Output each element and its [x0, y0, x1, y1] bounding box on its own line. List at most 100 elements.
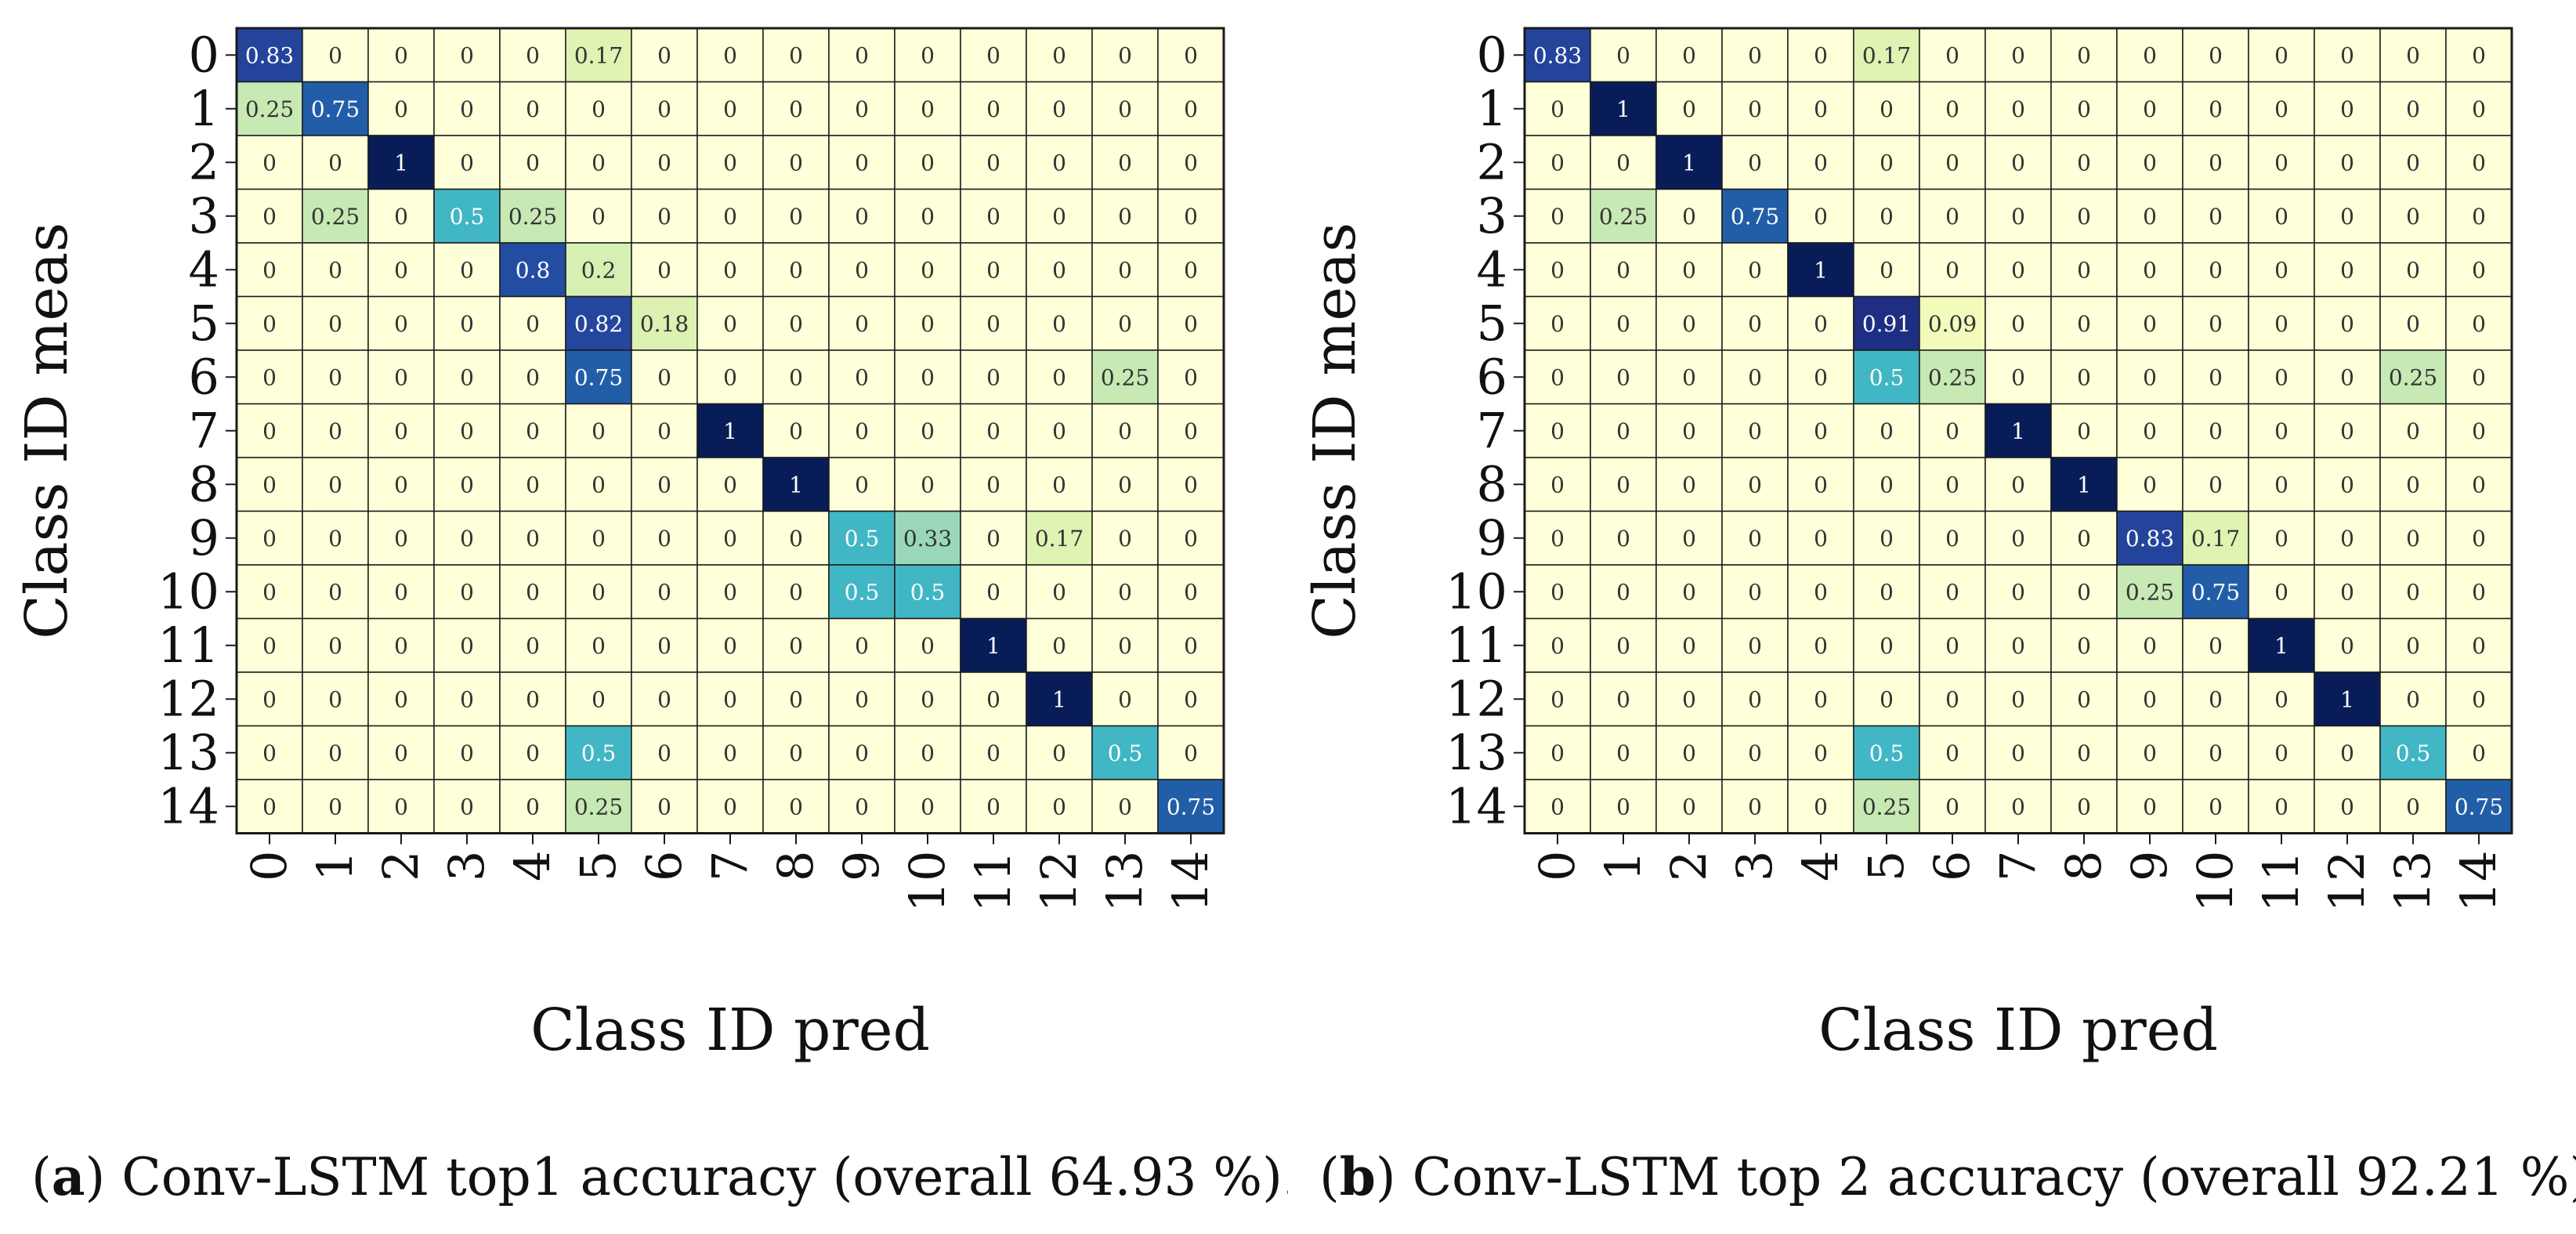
cell-value-label: 0	[2340, 579, 2354, 605]
heatmap-cell	[1026, 242, 1093, 298]
heatmap-cell	[302, 457, 369, 512]
heatmap-cell	[1524, 135, 1591, 190]
y-tick-label: 14	[157, 777, 219, 834]
cell-value-label: 0	[723, 257, 737, 283]
cell-value-label: 0	[262, 311, 277, 337]
heatmap-cell	[960, 617, 1027, 673]
cell-value-label: 0	[1052, 740, 1066, 766]
cell-value-label: 1	[723, 418, 737, 444]
cell-value-label: 0	[986, 794, 1000, 820]
heatmap-cell	[1984, 564, 2052, 620]
heatmap-cell	[2248, 188, 2315, 244]
heatmap-cell	[2248, 242, 2315, 298]
heatmap-cell	[499, 349, 566, 405]
heatmap-cell	[631, 564, 698, 620]
cell-value-label: 0	[1814, 96, 1828, 122]
heatmap-cell	[1091, 671, 1159, 727]
cell-value-label: 0	[2077, 579, 2091, 605]
heatmap-cell	[2050, 564, 2118, 620]
heatmap-cell	[236, 295, 303, 351]
heatmap-cell	[367, 188, 435, 244]
cell-value-label: 0	[2209, 364, 2223, 390]
cell-value-label: 0.17	[2191, 526, 2240, 552]
cell-value-label: 0	[2340, 740, 2354, 766]
cell-value-label: 0	[460, 526, 474, 552]
heatmap-cell	[302, 188, 369, 244]
cell-value-label: 0	[1814, 526, 1828, 552]
x-tick-label: 11	[964, 851, 1022, 913]
heatmap-cell	[1655, 135, 1723, 190]
cell-value-label: 0	[855, 257, 869, 283]
heatmap-cell	[1091, 81, 1159, 136]
y-tick-label: 7	[189, 402, 219, 459]
cell-value-label: 0	[789, 204, 803, 230]
heatmap-cell	[696, 457, 764, 512]
heatmap-cell	[1157, 725, 1225, 780]
cell-value-label: 0	[1616, 364, 1630, 390]
cell-value-label: 0	[986, 472, 1000, 498]
heatmap-cell	[828, 295, 895, 351]
heatmap-cell	[894, 564, 961, 620]
cell-value-label: 1	[1052, 686, 1066, 712]
cell-value-label: 0	[328, 794, 342, 820]
heatmap-cell	[894, 510, 961, 566]
cell-value-label: 0	[1814, 311, 1828, 337]
heatmap-cell	[367, 81, 435, 136]
cell-value-label: 0	[1052, 257, 1066, 283]
cell-value-label: 0.25	[1862, 794, 1911, 820]
cell-value-label: 0	[2077, 42, 2091, 68]
heatmap-cell	[1919, 779, 1986, 834]
cell-value-label: 0	[1118, 311, 1132, 337]
cell-value-label: 0	[1052, 418, 1066, 444]
cell-value-label: 0	[2340, 42, 2354, 68]
heatmap-cell	[1853, 295, 1920, 351]
cell-value-label: 0	[1880, 204, 1894, 230]
heatmap-cell	[631, 295, 698, 351]
heatmap-cell	[1787, 188, 1854, 244]
heatmap-cell	[894, 457, 961, 512]
cell-value-label: 0	[2077, 257, 2091, 283]
cell-value-label: 0.5	[910, 579, 946, 605]
cell-value-label: 0	[986, 204, 1000, 230]
cell-value-label: 0	[460, 311, 474, 337]
cell-value-label: 0	[2406, 526, 2420, 552]
cell-value-label: 0	[1616, 686, 1630, 712]
cell-value-label: 1	[1682, 150, 1696, 176]
heatmap-cell	[1091, 188, 1159, 244]
cell-value-label: 0	[1945, 740, 1959, 766]
cell-value-label: 0	[2340, 472, 2354, 498]
cell-value-label: 0	[1118, 257, 1132, 283]
heatmap-cell	[1524, 242, 1591, 298]
cell-value-label: 0	[1184, 96, 1198, 122]
heatmap-cell	[2050, 27, 2118, 83]
cell-value-label: 0	[986, 96, 1000, 122]
x-tick-label: 4	[504, 851, 561, 881]
heatmap-cell	[1026, 349, 1093, 405]
cell-value-label: 0	[262, 472, 277, 498]
heatmap-cell	[2248, 295, 2315, 351]
cell-value-label: 0	[1052, 633, 1066, 659]
heatmap-cell	[1853, 564, 1920, 620]
cell-value-label: 0	[1748, 96, 1762, 122]
cell-value-label: 0	[1184, 204, 1198, 230]
y-tick-label: 5	[1477, 295, 1507, 352]
cell-value-label: 0	[657, 686, 671, 712]
cell-value-label: 0	[1814, 740, 1828, 766]
heatmap-cell	[631, 510, 698, 566]
y-tick-label: 14	[1445, 777, 1507, 834]
cell-value-label: 0	[2143, 204, 2157, 230]
heatmap-cell	[499, 81, 566, 136]
heatmap-cell	[1524, 349, 1591, 405]
cell-value-label: 0	[2472, 740, 2486, 766]
cell-value-label: 0	[526, 96, 540, 122]
cell-value-label: 0	[526, 418, 540, 444]
cell-value-label: 0	[2274, 472, 2288, 498]
heatmap-cell	[1157, 349, 1225, 405]
cell-value-label: 0	[2209, 42, 2223, 68]
cell-value-label: 0	[1118, 526, 1132, 552]
heatmap-cell	[1157, 135, 1225, 190]
heatmap-cell	[2379, 725, 2447, 780]
heatmap-cell	[1590, 725, 1657, 780]
cell-value-label: 0	[1945, 204, 1959, 230]
cell-value-label: 0.5	[2396, 740, 2431, 766]
